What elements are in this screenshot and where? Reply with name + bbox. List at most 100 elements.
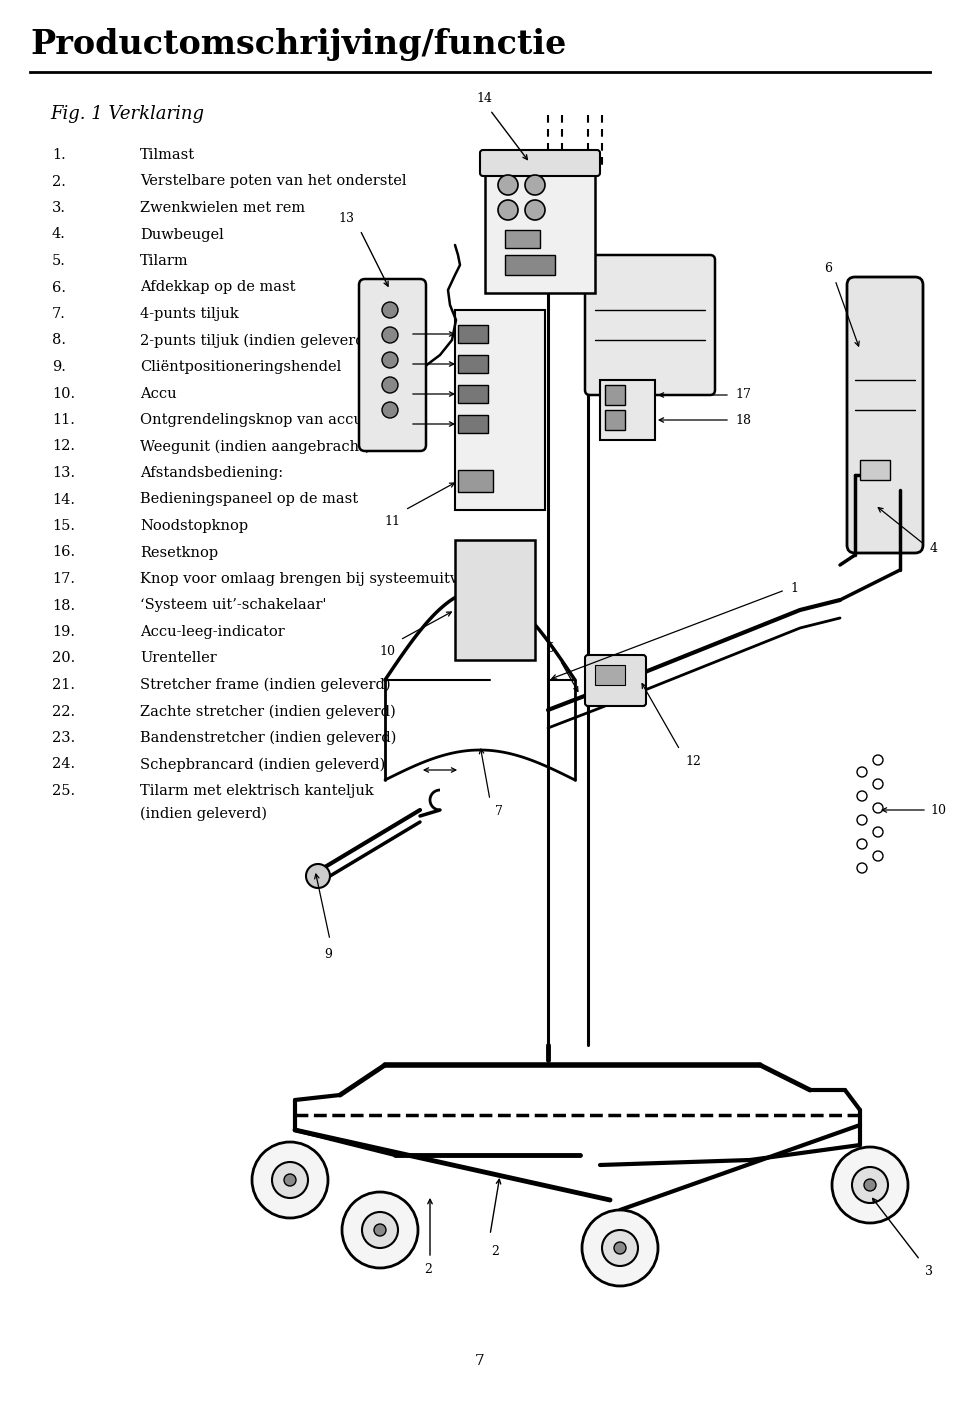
Text: 8.: 8. bbox=[52, 333, 66, 347]
Bar bbox=[605, 385, 625, 405]
Circle shape bbox=[382, 377, 398, 393]
Bar bbox=[600, 379, 655, 440]
FancyBboxPatch shape bbox=[847, 277, 923, 554]
Text: Bedieningspaneel op de mast: Bedieningspaneel op de mast bbox=[140, 493, 358, 506]
Text: 19: 19 bbox=[389, 417, 405, 430]
Text: 4.: 4. bbox=[52, 228, 66, 242]
Text: 21.: 21. bbox=[52, 679, 75, 693]
Bar bbox=[458, 325, 488, 343]
Text: 3.: 3. bbox=[52, 201, 66, 215]
Bar bbox=[455, 311, 545, 510]
Bar bbox=[505, 230, 540, 249]
Bar bbox=[458, 471, 493, 492]
Text: 14.: 14. bbox=[52, 493, 75, 506]
Text: 25.: 25. bbox=[52, 784, 75, 798]
Text: 13: 13 bbox=[338, 212, 354, 225]
Text: Accu-leeg-indicator: Accu-leeg-indicator bbox=[140, 625, 285, 639]
Text: 20.: 20. bbox=[52, 652, 75, 666]
Bar bbox=[485, 157, 595, 294]
Text: Knop voor omlaag brengen bij systeemuitval: Knop voor omlaag brengen bij systeemuitv… bbox=[140, 572, 471, 586]
Text: ‘Systeem uit’-schakelaar': ‘Systeem uit’-schakelaar' bbox=[140, 599, 326, 613]
FancyBboxPatch shape bbox=[585, 655, 646, 705]
Bar bbox=[458, 355, 488, 372]
Bar bbox=[595, 665, 625, 686]
Text: 2.: 2. bbox=[52, 174, 66, 188]
Bar bbox=[505, 254, 555, 275]
Circle shape bbox=[382, 402, 398, 419]
Text: 4-punts tiljuk: 4-punts tiljuk bbox=[140, 308, 239, 320]
Text: 6.: 6. bbox=[52, 281, 66, 295]
Text: Afstandsbediening:: Afstandsbediening: bbox=[140, 466, 283, 481]
Text: 22.: 22. bbox=[52, 704, 75, 718]
Circle shape bbox=[382, 327, 398, 343]
Text: 17: 17 bbox=[735, 389, 751, 402]
Text: Urenteller: Urenteller bbox=[140, 652, 217, 666]
Text: 24.: 24. bbox=[52, 757, 75, 771]
Text: 5.: 5. bbox=[52, 254, 66, 268]
Text: 2: 2 bbox=[424, 1263, 432, 1276]
Text: 11: 11 bbox=[384, 516, 400, 528]
Bar bbox=[605, 410, 625, 430]
Text: 7.: 7. bbox=[52, 308, 66, 320]
Text: 13.: 13. bbox=[52, 466, 75, 481]
Text: 18: 18 bbox=[735, 413, 751, 427]
Text: 11.: 11. bbox=[52, 413, 75, 427]
Bar bbox=[860, 459, 890, 481]
Text: Tilarm: Tilarm bbox=[140, 254, 188, 268]
Text: (indien geleverd): (indien geleverd) bbox=[140, 806, 267, 821]
Text: 2-punts tiljuk (indien geleverd): 2-punts tiljuk (indien geleverd) bbox=[140, 333, 371, 348]
Text: 18.: 18. bbox=[52, 599, 75, 613]
Text: 3: 3 bbox=[925, 1264, 933, 1279]
Text: 15.: 15. bbox=[52, 518, 75, 532]
Text: Zachte stretcher (indien geleverd): Zachte stretcher (indien geleverd) bbox=[140, 704, 396, 719]
Circle shape bbox=[342, 1191, 418, 1267]
Text: Accu: Accu bbox=[140, 386, 177, 400]
Circle shape bbox=[832, 1146, 908, 1222]
Text: Stretcher frame (indien geleverd): Stretcher frame (indien geleverd) bbox=[140, 679, 391, 693]
Circle shape bbox=[864, 1179, 876, 1191]
Text: 16: 16 bbox=[389, 357, 405, 371]
Text: 20: 20 bbox=[389, 388, 405, 400]
Circle shape bbox=[382, 302, 398, 318]
FancyBboxPatch shape bbox=[480, 150, 600, 176]
Bar bbox=[458, 414, 488, 433]
Circle shape bbox=[306, 864, 330, 888]
Circle shape bbox=[582, 1210, 658, 1286]
Text: Duwbeugel: Duwbeugel bbox=[140, 228, 224, 242]
Circle shape bbox=[602, 1229, 638, 1266]
Circle shape bbox=[382, 353, 398, 368]
Text: Afdekkap op de mast: Afdekkap op de mast bbox=[140, 281, 296, 295]
Circle shape bbox=[498, 200, 518, 221]
Circle shape bbox=[614, 1242, 626, 1255]
Bar bbox=[458, 385, 488, 403]
Circle shape bbox=[852, 1168, 888, 1203]
Text: 1.: 1. bbox=[52, 148, 65, 162]
Text: 4: 4 bbox=[930, 541, 938, 555]
Text: Cliëntpositioneringshendel: Cliëntpositioneringshendel bbox=[140, 360, 341, 374]
Text: Resetknop: Resetknop bbox=[140, 545, 218, 559]
Text: 23.: 23. bbox=[52, 731, 75, 745]
Text: 19.: 19. bbox=[52, 625, 75, 639]
Text: Fig. 1 Verklaring: Fig. 1 Verklaring bbox=[50, 105, 204, 124]
Text: 7: 7 bbox=[475, 1354, 485, 1368]
Circle shape bbox=[272, 1162, 308, 1198]
Circle shape bbox=[362, 1213, 398, 1248]
Text: Tilarm met elektrisch kanteljuk: Tilarm met elektrisch kanteljuk bbox=[140, 784, 373, 798]
Text: Ontgrendelingsknop van accu: Ontgrendelingsknop van accu bbox=[140, 413, 363, 427]
Text: Weegunit (indien aangebracht): Weegunit (indien aangebracht) bbox=[140, 440, 371, 454]
Circle shape bbox=[498, 176, 518, 195]
Text: 5: 5 bbox=[547, 642, 555, 655]
Text: 9: 9 bbox=[324, 948, 332, 961]
Text: 2: 2 bbox=[492, 1245, 499, 1257]
Text: Tilmast: Tilmast bbox=[140, 148, 195, 162]
Text: 16.: 16. bbox=[52, 545, 75, 559]
Text: 17.: 17. bbox=[52, 572, 75, 586]
FancyBboxPatch shape bbox=[585, 254, 715, 395]
FancyBboxPatch shape bbox=[359, 280, 426, 451]
Text: 10: 10 bbox=[930, 804, 946, 816]
Text: 12.: 12. bbox=[52, 440, 75, 454]
Text: Zwenkwielen met rem: Zwenkwielen met rem bbox=[140, 201, 305, 215]
Text: Productomschrijving/functie: Productomschrijving/functie bbox=[30, 28, 566, 60]
Text: 14: 14 bbox=[476, 91, 492, 105]
Circle shape bbox=[374, 1224, 386, 1236]
